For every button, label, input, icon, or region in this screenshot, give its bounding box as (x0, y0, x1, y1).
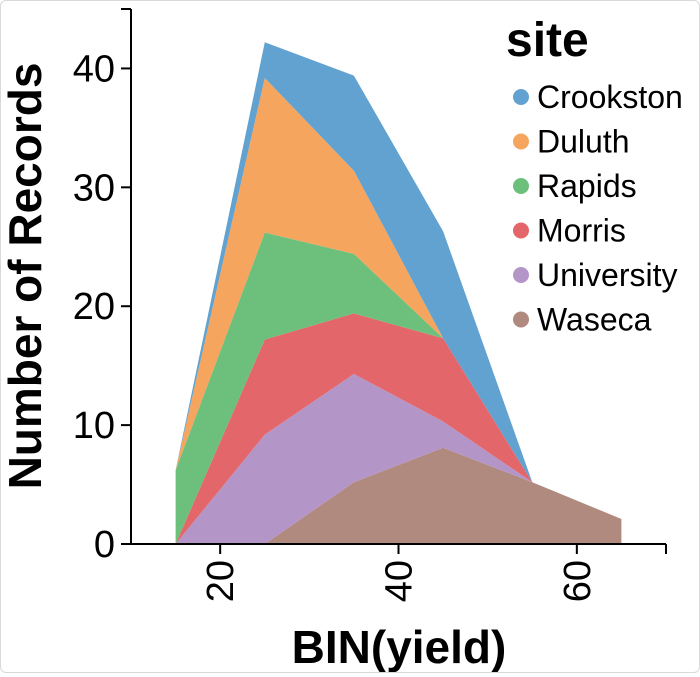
y-tick-label: 30 (73, 167, 115, 209)
x-axis-title: BIN(yield) (292, 621, 507, 672)
legend-label-morris: Morris (537, 213, 626, 249)
area-layer (175, 42, 622, 544)
legend-label-crookston: Crookston (537, 79, 683, 115)
x-tick-label: 20 (200, 560, 242, 602)
x-tick-label: 60 (557, 560, 599, 602)
axes-layer: 0 10 20 30 40 20 40 60 (73, 8, 667, 602)
legend: site Crookston Duluth Rapids Morris Universi… (506, 14, 683, 338)
area-rapids (175, 232, 622, 544)
legend-label-rapids: Rapids (537, 168, 637, 204)
y-tick-label: 40 (73, 48, 115, 90)
legend-label-university: University (537, 257, 677, 293)
y-tick-label: 0 (94, 524, 115, 566)
area-duluth (175, 78, 622, 519)
legend-label-waseca: Waseca (537, 302, 652, 338)
legend-swatch-waseca (513, 311, 529, 328)
legend-swatch-rapids (513, 178, 529, 194)
legend-swatch-university (513, 267, 529, 283)
legend-swatch-duluth (513, 133, 529, 150)
y-axis-title: Number of Records (1, 63, 51, 490)
area-morris (175, 313, 622, 544)
y-tick-label: 20 (73, 286, 115, 328)
legend-swatch-morris (513, 222, 529, 239)
x-tick-label: 40 (379, 560, 421, 602)
legend-title: site (506, 14, 589, 67)
legend-label-duluth: Duluth (537, 124, 630, 160)
area-university (175, 374, 622, 544)
y-tick-label: 10 (73, 405, 115, 447)
legend-swatch-crookston (513, 89, 529, 105)
area-waseca (175, 447, 622, 544)
